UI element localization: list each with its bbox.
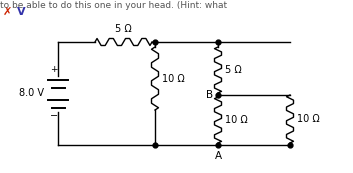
Text: ✗: ✗ xyxy=(3,7,12,17)
Text: A: A xyxy=(214,151,222,161)
Text: B: B xyxy=(206,90,213,100)
Text: 5 Ω: 5 Ω xyxy=(115,24,132,34)
Text: 5 Ω: 5 Ω xyxy=(225,65,242,75)
Text: 8.0 V: 8.0 V xyxy=(19,89,44,98)
Text: V: V xyxy=(17,7,26,17)
Text: 10 Ω: 10 Ω xyxy=(297,114,320,124)
Text: to be able to do this one in your head. (Hint: what: to be able to do this one in your head. … xyxy=(0,1,227,10)
Text: 10 Ω: 10 Ω xyxy=(225,115,248,125)
Text: −: − xyxy=(50,111,58,121)
Text: +: + xyxy=(50,65,58,74)
Text: 10 Ω: 10 Ω xyxy=(162,74,185,84)
